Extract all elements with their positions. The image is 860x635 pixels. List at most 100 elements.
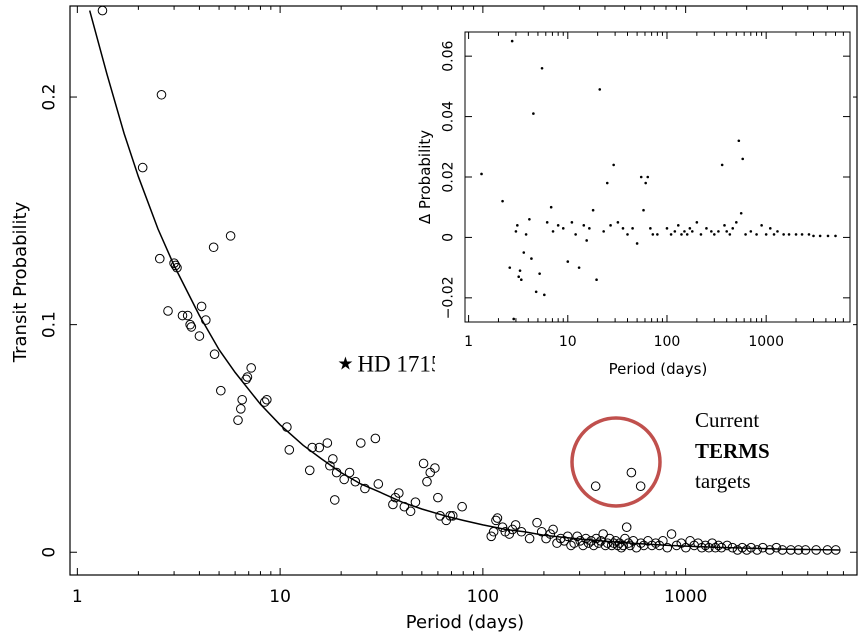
inset-y-tick-label: 0.04 <box>440 101 456 132</box>
main-data-point <box>548 524 558 535</box>
main-data-point <box>621 522 632 533</box>
inset-data-point <box>609 224 612 227</box>
main-data-point <box>581 533 591 544</box>
inset-data-point <box>621 227 625 230</box>
inset-data-point <box>644 181 647 185</box>
inset-data-point <box>591 208 595 212</box>
main-data-point <box>185 319 195 330</box>
inset-data-point <box>561 227 565 230</box>
inset-data-point <box>642 208 645 212</box>
terms-label-line-1: Current <box>695 408 759 432</box>
inset-data-point <box>720 163 724 167</box>
inset-data-points <box>480 39 837 321</box>
inset-data-point <box>669 233 673 236</box>
inset-data-point <box>676 224 680 227</box>
inset-data-point <box>549 205 553 209</box>
inset-data-point <box>540 66 544 70</box>
main-data-point <box>800 545 811 555</box>
inset-data-point <box>683 230 686 233</box>
inset-data-point <box>616 221 620 224</box>
main-data-point <box>422 476 432 487</box>
main-data-point <box>170 260 181 271</box>
main-data-point <box>425 467 436 478</box>
inset-data-point <box>516 224 519 227</box>
inset-data-point <box>688 227 692 230</box>
main-data-point <box>241 374 251 385</box>
main-x-tick-label: 100 <box>467 587 499 607</box>
main-data-point <box>259 397 270 407</box>
inset-data-point <box>543 293 546 297</box>
main-data-point <box>616 542 627 553</box>
main-data-point <box>492 513 503 523</box>
main-data-point <box>350 476 361 487</box>
main-data-point <box>447 511 458 521</box>
main-data-point <box>200 315 211 325</box>
inset-data-point <box>528 217 531 221</box>
main-data-point <box>562 531 573 542</box>
main-data-point <box>410 497 421 507</box>
inset-data-point <box>768 227 772 230</box>
main-data-point <box>488 526 499 537</box>
main-data-point <box>532 517 542 528</box>
inset-axis-tick-labels: 1 10 100 1000 −0.02 0 0.02 0.04 0.06 <box>440 40 784 350</box>
main-data-point <box>569 538 579 548</box>
main-y-tick-label: 0 <box>40 547 60 558</box>
inset-data-point <box>595 278 598 282</box>
main-data-point <box>216 385 226 396</box>
main-data-point <box>262 394 272 405</box>
inset-data-point <box>480 172 483 176</box>
inset-data-point <box>710 230 713 233</box>
main-y-tick-label: 0.2 <box>40 84 60 111</box>
inset-data-point <box>517 275 520 278</box>
inset-data-point <box>602 230 605 233</box>
inset-data-point <box>514 230 518 233</box>
inset-data-point <box>512 317 516 321</box>
main-data-point <box>623 538 634 548</box>
main-data-point <box>242 372 253 382</box>
inset-data-point <box>713 233 716 236</box>
inset-data-point <box>577 266 581 269</box>
main-data-point <box>328 454 338 464</box>
inset-data-point <box>532 112 535 115</box>
main-data-point <box>194 331 205 341</box>
inset-data-point <box>834 234 837 238</box>
inset-data-point <box>520 278 523 282</box>
main-data-point <box>710 542 721 553</box>
inset-data-point <box>737 139 741 143</box>
main-data-point <box>246 363 256 373</box>
main-data-point <box>666 529 677 539</box>
main-data-point <box>237 394 247 405</box>
inset-data-point <box>508 266 512 269</box>
inset-data-point <box>695 221 699 224</box>
inset-data-point <box>739 211 743 215</box>
inset-y-tick-label: −0.02 <box>440 276 456 319</box>
main-data-point <box>360 483 370 494</box>
main-data-point <box>588 540 599 551</box>
main-data-point <box>304 465 315 476</box>
main-data-point <box>209 349 220 360</box>
inset-y-tick-label: 0 <box>440 233 456 242</box>
inset-data-point <box>818 234 822 238</box>
inset-data-point <box>705 227 708 230</box>
main-data-point <box>793 545 804 555</box>
inset-data-point <box>741 157 745 161</box>
main-data-point <box>388 499 398 510</box>
inset-data-point <box>522 251 526 254</box>
inset-data-point <box>749 230 753 233</box>
inset-data-point <box>510 39 514 43</box>
inset-data-point <box>826 234 830 238</box>
main-fit-curve-layer <box>88 10 841 551</box>
main-data-point <box>618 540 628 551</box>
inset-data-point <box>699 233 703 236</box>
main-data-point <box>137 162 148 173</box>
inset-data-point <box>725 230 728 233</box>
main-x-tick-label: 10 <box>269 587 291 607</box>
main-data-point <box>97 5 108 16</box>
inset-data-point <box>639 175 643 179</box>
main-data-point <box>765 545 775 555</box>
main-data-point <box>154 253 165 264</box>
inset-data-point <box>794 233 798 236</box>
main-data-point <box>172 262 182 273</box>
main-data-point <box>430 463 440 473</box>
